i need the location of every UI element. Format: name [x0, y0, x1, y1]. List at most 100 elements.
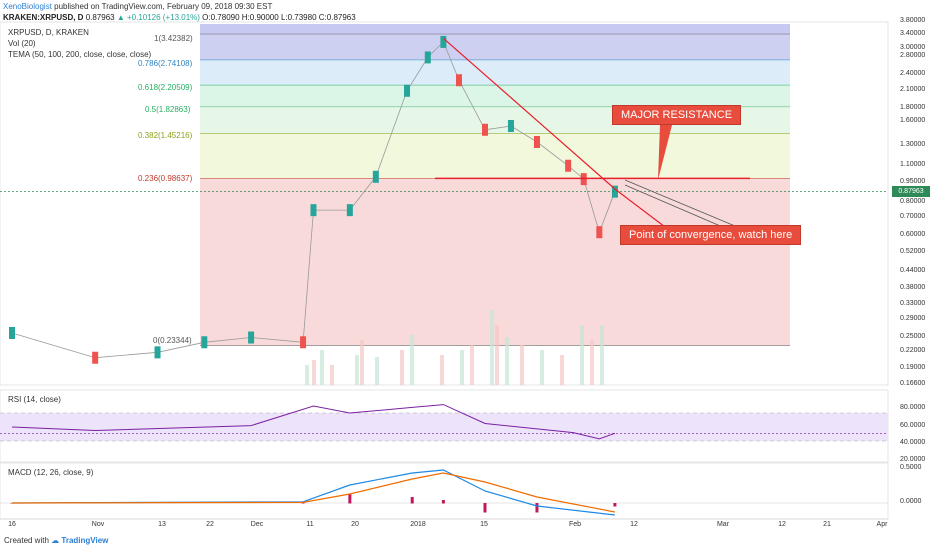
macd-label[interactable]: MACD (12, 26, close, 9) — [8, 468, 94, 477]
candle-1 — [92, 351, 99, 364]
time-tick-label: Nov — [91, 521, 105, 528]
macd-hist-3 — [410, 497, 414, 504]
volume-bar-11 — [470, 345, 474, 385]
volume-bar-14 — [505, 337, 509, 385]
volume-legend[interactable]: Vol (20) — [8, 39, 36, 48]
volume-bar-10 — [460, 350, 464, 385]
candle-3 — [201, 336, 208, 349]
time-tick-label: Mar — [716, 521, 730, 528]
tradingview-brand[interactable]: TradingView — [61, 536, 109, 545]
fib-zone-4 — [200, 133, 790, 179]
candle-0 — [9, 326, 15, 339]
macd-axis-0: 0.0000 — [900, 498, 922, 505]
time-tick-label: 13 — [158, 521, 166, 528]
rsi-axis-40: 40.0000 — [900, 439, 926, 446]
convergence-callout: Point of convergence, watch here — [620, 225, 802, 245]
candle-2 — [154, 346, 161, 359]
candle-6 — [310, 204, 317, 217]
macd-hist-6 — [535, 503, 539, 513]
price-tick-label: 0.70000 — [900, 213, 926, 221]
macd-pane — [0, 462, 889, 520]
fib-zone-1 — [200, 59, 790, 86]
price-tick-label: 0.16600 — [900, 380, 926, 387]
fib-label-0786: 0.786(2.74108) — [138, 59, 193, 68]
published-text: published on TradingView.com, February 0… — [54, 2, 273, 11]
footer: Created with ☁ TradingView — [4, 536, 108, 545]
fib-label-0618: 0.618(2.20509) — [138, 83, 193, 92]
volume-bar-3 — [330, 365, 334, 385]
volume-bar-19 — [590, 340, 594, 385]
macd-hist-5 — [483, 503, 487, 513]
volume-bar-1 — [312, 360, 316, 385]
volume-bar-7 — [400, 350, 404, 385]
rsi-axis-80: 80.0000 — [900, 404, 926, 411]
price-tick-label: 0.80000 — [900, 197, 926, 205]
price-tick-label: 0.52000 — [900, 247, 926, 255]
fib-label-0382: 0.382(1.45216) — [138, 131, 193, 140]
series-legend[interactable]: XRPUSD, D, KRAKEN — [8, 28, 89, 37]
price-tick-label: 0.29000 — [900, 315, 926, 323]
candle-8 — [372, 170, 379, 183]
descending-trendline — [443, 37, 616, 190]
volume-bar-0 — [305, 365, 309, 385]
time-tick-label: 20 — [351, 521, 359, 528]
rsi-label[interactable]: RSI (14, close) — [8, 395, 61, 404]
price-line — [11, 41, 616, 359]
candle-19 — [611, 185, 618, 198]
high-value: H:0.90000 — [241, 13, 279, 22]
tradingview-logo-icon: ☁ — [51, 536, 60, 545]
macd-axis-05: 0.5000 — [900, 464, 922, 471]
volume-bar-9 — [440, 355, 444, 385]
convergence-pointer-2 — [624, 179, 736, 227]
volume-bar-5 — [360, 340, 364, 385]
signal-line — [11, 472, 616, 513]
fib-label-0: 0(0.23344) — [153, 336, 192, 345]
tema-legend[interactable]: TEMA (50, 100, 200, close, close, close) — [8, 50, 152, 59]
rsi-line — [11, 404, 616, 440]
price-tick-label: 0.95000 — [900, 177, 926, 185]
last-price: 0.87963 — [85, 13, 115, 22]
publisher-line: XenoBiologist published on TradingView.c… — [3, 2, 272, 11]
fib-zone-2 — [200, 85, 790, 107]
time-tick-label: 2018 — [410, 521, 426, 528]
low-value: L:0.73980 — [280, 13, 317, 22]
time-tick-label: 12 — [630, 521, 638, 528]
candle-5 — [300, 336, 307, 349]
macd-hist-2 — [348, 494, 352, 504]
candle-15 — [533, 135, 540, 148]
price-tick-label: 0.33000 — [900, 300, 926, 308]
rsi-axis-20: 20.0000 — [900, 456, 926, 463]
author-link[interactable]: XenoBiologist — [3, 2, 52, 11]
price-tick-label: 0.19000 — [900, 364, 926, 372]
macd-hist-4 — [441, 500, 445, 504]
fib-zone-0 — [200, 34, 790, 60]
rsi-axis-60: 60.0000 — [900, 422, 926, 429]
time-tick-label: 15 — [480, 521, 488, 528]
candle-10 — [424, 51, 431, 64]
candle-12 — [455, 74, 462, 87]
ohlc-line: KRAKEN:XRPUSD, D 0.87963 ▲ +0.10126 (+13… — [3, 13, 356, 22]
volume-bar-6 — [375, 357, 379, 385]
symbol-label: KRAKEN:XRPUSD, D — [3, 13, 84, 22]
volume-bar-16 — [540, 350, 544, 385]
price-tick-label: 1.60000 — [900, 117, 926, 125]
volume-bar-13 — [495, 325, 499, 385]
candle-13 — [481, 123, 488, 136]
macd-hist-0 — [10, 503, 14, 504]
time-tick-label: 22 — [206, 521, 214, 528]
volume-bar-18 — [580, 325, 584, 385]
macd-hist-7 — [613, 503, 617, 507]
volume-bar-4 — [355, 355, 359, 385]
close-value: C:0.87963 — [318, 13, 356, 22]
fib-zone-5 — [200, 178, 790, 346]
resistance-callout: MAJOR RESISTANCE — [612, 105, 742, 125]
price-tick-label: 1.30000 — [900, 141, 926, 149]
price-tick-label: 1.80000 — [900, 103, 926, 111]
time-tick-label: 21 — [823, 521, 831, 528]
time-tick-label: 11 — [306, 521, 314, 528]
candle-18 — [596, 226, 603, 239]
price-tick-label: 3.40000 — [900, 29, 926, 37]
price-tick-label: 1.10000 — [900, 160, 926, 168]
candle-7 — [346, 204, 353, 217]
